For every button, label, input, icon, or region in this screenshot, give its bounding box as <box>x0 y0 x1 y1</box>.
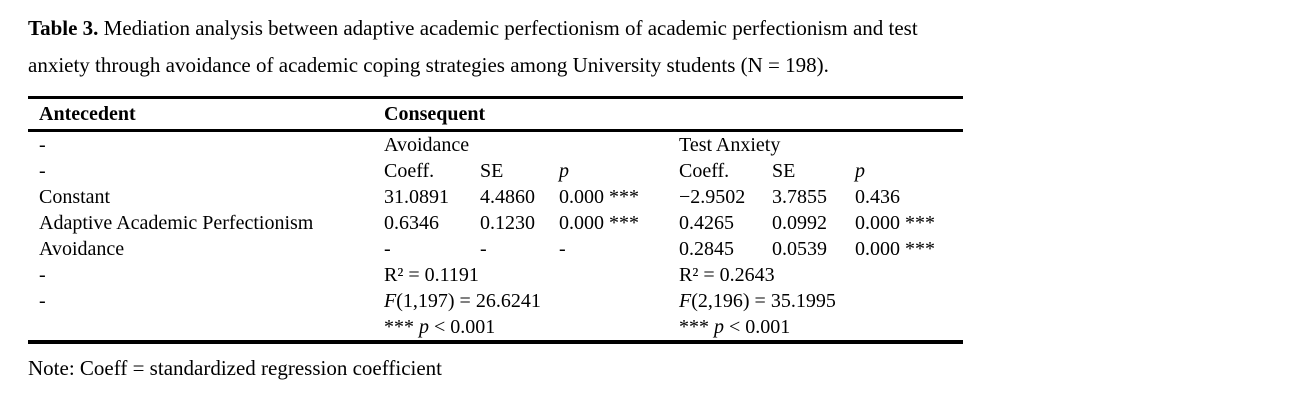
f-symbol: F <box>384 290 397 312</box>
mediation-analysis-table: Antecedent Consequent - Avoidance Test A… <box>28 96 964 344</box>
cell-av-p: 0.000 *** <box>559 186 639 208</box>
f-value: (1,197) = 26.6241 <box>396 290 541 312</box>
caption-line-1-text: Mediation analysis between adaptive acad… <box>98 16 918 40</box>
header-consequent: Consequent <box>384 97 964 132</box>
empty-cell <box>28 314 384 342</box>
cell-ta-p: 0.000 *** <box>855 238 935 260</box>
table-row-adaptive-academic-perfectionism: Adaptive Academic Perfectionism 0.6346 0… <box>28 210 963 236</box>
r-squared-test-anxiety: R² = 0.2643 <box>679 264 775 286</box>
table-caption: Table 3. Mediation analysis between adap… <box>28 10 1288 84</box>
cell-ta-se: 3.7855 <box>772 186 827 208</box>
f-statistic-avoidance: F(1,197) = 26.6241 <box>384 288 679 314</box>
significance-row: *** p < 0.001 *** p < 0.001 <box>28 314 963 342</box>
f-value: (2,196) = 35.1995 <box>691 290 836 312</box>
cell-av-p: - <box>559 238 566 260</box>
outcome-label-row: - Avoidance Test Anxiety <box>28 131 963 159</box>
cell-ta-coeff: −2.9502 <box>679 186 746 208</box>
caption-line-2: anxiety through avoidance of academic co… <box>28 53 829 77</box>
cell-av-coeff: - <box>384 238 391 260</box>
cell-av-coeff: 0.6346 <box>384 212 439 234</box>
significance-avoidance: *** p < 0.001 <box>384 314 679 342</box>
cell-av-se: - <box>480 238 487 260</box>
caption-table-number: Table 3. <box>28 16 99 40</box>
antecedent-placeholder-dash: - <box>39 160 46 182</box>
sig-stars: *** <box>384 316 419 338</box>
f-symbol: F <box>679 290 692 312</box>
subheader-avoidance-coeff: Coeff. <box>384 160 435 182</box>
cell-ta-se: 0.0539 <box>772 238 827 260</box>
header-antecedent: Antecedent <box>28 97 384 132</box>
subheader-avoidance-se: SE <box>480 160 504 182</box>
cell-av-se: 0.1230 <box>480 212 535 234</box>
row-label: Avoidance <box>39 238 125 260</box>
sig-stars: *** <box>679 316 714 338</box>
f-statistic-row: - F(1,197) = 26.6241 F(2,196) = 35.1995 <box>28 288 963 314</box>
subheader-row: - Coeff. SE p Coeff. SE p <box>28 158 963 184</box>
significance-test-anxiety: *** p < 0.001 <box>679 314 963 342</box>
cell-av-coeff: 31.0891 <box>384 186 449 208</box>
cell-ta-coeff: 0.4265 <box>679 212 734 234</box>
sig-threshold: < 0.001 <box>724 316 791 338</box>
subheader-testanxiety-coeff: Coeff. <box>679 160 730 182</box>
antecedent-placeholder-dash: - <box>39 134 46 156</box>
table-row-constant: Constant 31.0891 4.4860 0.000 *** −2.950… <box>28 184 963 210</box>
antecedent-placeholder-dash: - <box>39 264 46 286</box>
document-page: Table 3. Mediation analysis between adap… <box>28 10 1288 380</box>
caption-line-1: Table 3. Mediation analysis between adap… <box>28 10 1288 47</box>
sig-threshold: < 0.001 <box>429 316 496 338</box>
r-squared-row: - R² = 0.1191 R² = 0.2643 <box>28 262 963 288</box>
cell-ta-se: 0.0992 <box>772 212 827 234</box>
r-squared-avoidance: R² = 0.1191 <box>384 264 479 286</box>
cell-ta-p: 0.436 <box>855 186 900 208</box>
table-row-avoidance: Avoidance - - - 0.2845 0.0539 0.000 *** <box>28 236 963 262</box>
table-header-row: Antecedent Consequent <box>28 97 964 132</box>
cell-av-p: 0.000 *** <box>559 212 639 234</box>
table-note: Note: Coeff = standardized regression co… <box>28 356 443 380</box>
subheader-testanxiety-p: p <box>855 160 865 182</box>
cell-ta-coeff: 0.2845 <box>679 238 734 260</box>
cell-ta-p: 0.000 *** <box>855 212 935 234</box>
cell-av-se: 4.4860 <box>480 186 535 208</box>
subheader-avoidance-p: p <box>559 160 569 182</box>
row-label: Constant <box>39 186 111 208</box>
outcome-avoidance-label: Avoidance <box>384 134 470 156</box>
p-symbol: p <box>714 316 724 338</box>
antecedent-placeholder-dash: - <box>39 290 46 312</box>
subheader-testanxiety-se: SE <box>772 160 796 182</box>
outcome-test-anxiety-label: Test Anxiety <box>679 134 781 156</box>
p-symbol: p <box>419 316 429 338</box>
row-label: Adaptive Academic Perfectionism <box>39 212 314 234</box>
f-statistic-test-anxiety: F(2,196) = 35.1995 <box>679 288 963 314</box>
